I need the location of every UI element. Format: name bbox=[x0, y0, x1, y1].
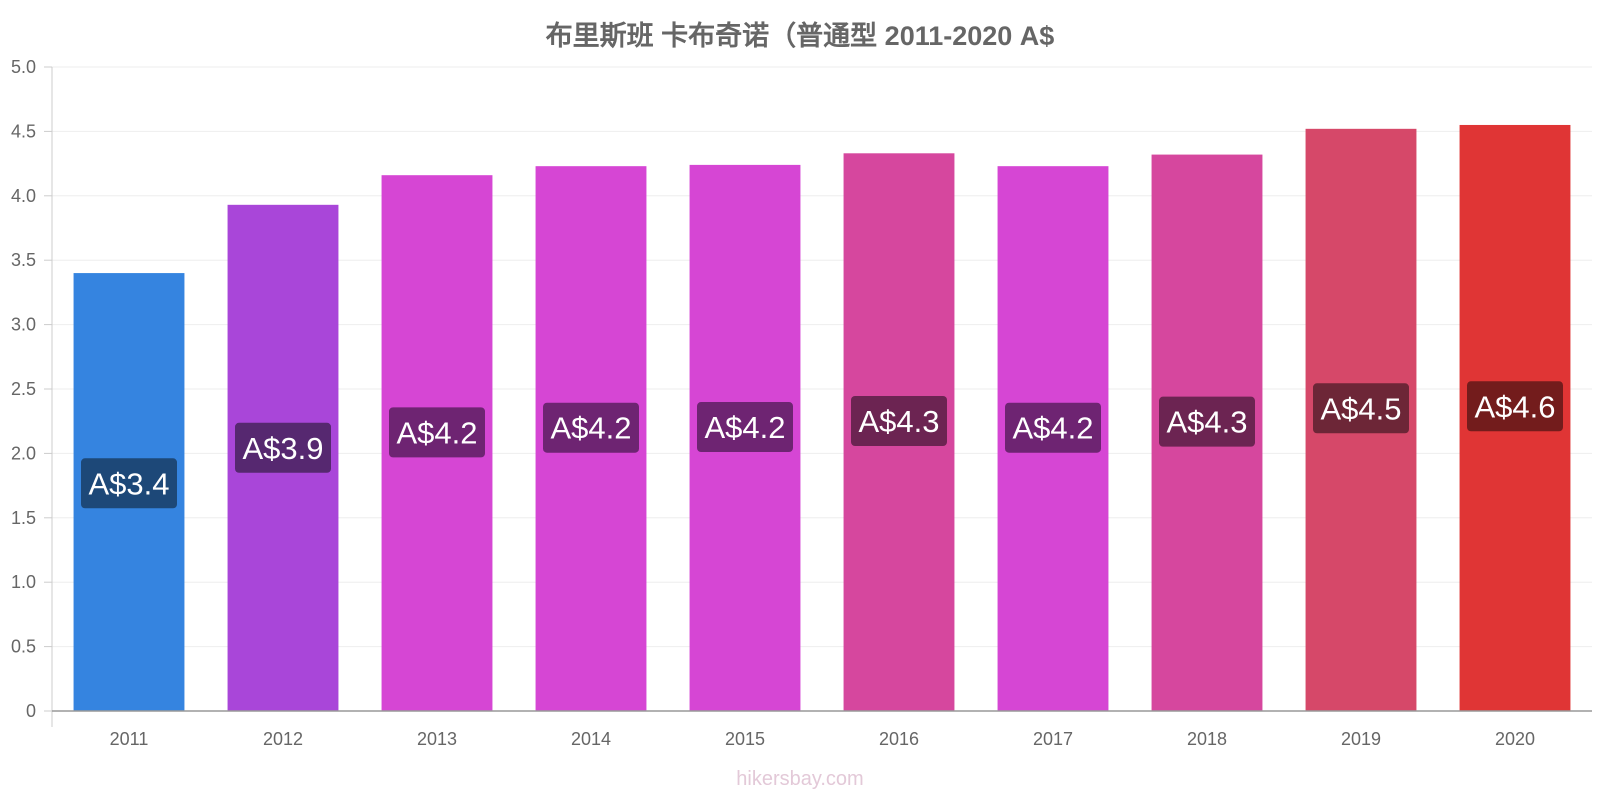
data-label-box bbox=[543, 402, 639, 453]
data-label-box bbox=[1005, 402, 1101, 453]
x-tick-label: 2017 bbox=[1033, 729, 1073, 749]
data-label-box bbox=[697, 402, 793, 453]
y-tick-label: 4.0 bbox=[11, 186, 36, 206]
x-tick-label: 2013 bbox=[417, 729, 457, 749]
data-label: A$3.4 bbox=[88, 466, 169, 501]
data-label-box bbox=[1159, 396, 1255, 447]
data-label: A$4.6 bbox=[1474, 389, 1555, 424]
x-tick-label: 2020 bbox=[1495, 729, 1535, 749]
data-label: A$4.3 bbox=[1166, 405, 1247, 440]
x-tick-label: 2018 bbox=[1187, 729, 1227, 749]
y-tick-label: 3.0 bbox=[11, 315, 36, 335]
data-label: A$4.2 bbox=[550, 411, 631, 446]
data-label: A$3.9 bbox=[242, 431, 323, 466]
y-tick-label: 5.0 bbox=[11, 57, 36, 77]
axes: 0 0.5 1.0 1.5 2.0 2.5 3.0 3.5 4.0 4.5 5.0 2011 2012 2… bbox=[11, 57, 1592, 749]
x-tick-label: 2016 bbox=[879, 729, 919, 749]
y-tick-label: 0 bbox=[26, 701, 36, 721]
data-label: A$4.2 bbox=[396, 415, 477, 450]
y-tick-label: 0.5 bbox=[11, 637, 36, 657]
data-label-box bbox=[1467, 381, 1563, 432]
y-tick-label: 2.0 bbox=[11, 443, 36, 463]
x-tick-label: 2014 bbox=[571, 729, 611, 749]
y-tick-label: 3.5 bbox=[11, 250, 36, 270]
data-label-box bbox=[81, 458, 177, 509]
x-tick-label: 2012 bbox=[263, 729, 303, 749]
x-tick-label: 2015 bbox=[725, 729, 765, 749]
data-label-box bbox=[1313, 383, 1409, 434]
data-label-box bbox=[389, 407, 485, 458]
data-label-box bbox=[851, 395, 947, 446]
chart-title: 布里斯班 卡布奇诺（普通型 2011-2020 A$ bbox=[545, 21, 1055, 51]
data-label: A$4.5 bbox=[1320, 391, 1401, 426]
data-label-box bbox=[235, 422, 331, 473]
data-labels: A$3.4 A$3.9 A$4.2 A$4.2 A$4.2 A$4.3 A$4.2 A$4.3… bbox=[81, 381, 1563, 509]
y-tick-label: 2.5 bbox=[11, 379, 36, 399]
y-tick-label: 1.0 bbox=[11, 572, 36, 592]
data-label: A$4.2 bbox=[1012, 411, 1093, 446]
x-tick-label: 2011 bbox=[110, 729, 149, 749]
watermark: hikersbay.com bbox=[736, 768, 864, 790]
y-tick-label: 1.5 bbox=[11, 508, 36, 528]
data-label: A$4.2 bbox=[704, 410, 785, 445]
x-tick-label: 2019 bbox=[1341, 729, 1381, 749]
y-tick-label: 4.5 bbox=[11, 121, 36, 141]
data-label: A$4.3 bbox=[858, 404, 939, 439]
